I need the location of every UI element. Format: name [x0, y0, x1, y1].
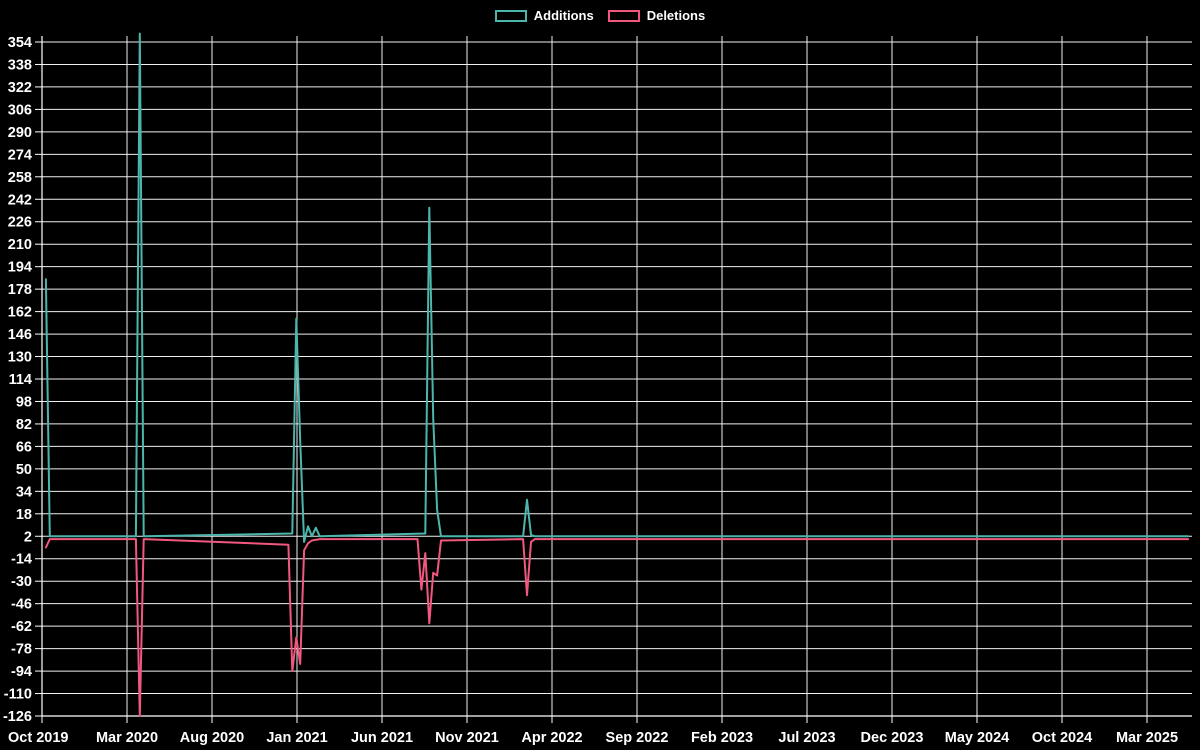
y-tick-label: -126	[3, 709, 32, 725]
x-tick-label: Jun 2021	[351, 730, 413, 746]
x-tick-label: Aug 2020	[180, 730, 244, 746]
deletions-swatch-icon	[607, 10, 640, 22]
y-tick-label: 194	[8, 260, 32, 276]
series-line-additions	[44, 32, 1190, 543]
y-tick-label: 242	[8, 192, 32, 208]
y-tick-label: 162	[8, 305, 32, 321]
y-tick-label: 354	[8, 35, 32, 51]
y-tick-label: 226	[8, 215, 32, 231]
y-tick-label: 66	[16, 439, 32, 455]
x-tick-label: Oct 2019	[8, 730, 68, 746]
x-tick-label: Jan 2021	[266, 730, 327, 746]
chart-legend: Additions Deletions	[0, 8, 1200, 24]
y-tick-label: -14	[11, 552, 32, 568]
x-tick-label: Oct 2024	[1032, 730, 1092, 746]
y-tick-label: -78	[11, 642, 32, 658]
y-tick-label: 98	[16, 394, 32, 410]
x-tick-label: Mar 2025	[1116, 730, 1178, 746]
y-tick-label: 274	[8, 147, 32, 163]
y-tick-label: 82	[16, 417, 32, 433]
x-tick-label: Sep 2022	[606, 730, 669, 746]
y-tick-label: 290	[8, 125, 32, 141]
legend-item-deletions[interactable]: Deletions	[607, 8, 706, 24]
y-tick-label: -46	[11, 597, 32, 613]
y-tick-label: -30	[11, 574, 32, 590]
y-tick-label: 50	[16, 462, 32, 478]
additions-swatch-icon	[494, 10, 527, 22]
x-tick-label: Jul 2023	[778, 730, 835, 746]
y-tick-label: 322	[8, 80, 32, 96]
x-tick-label: Dec 2023	[861, 730, 924, 746]
legend-item-additions[interactable]: Additions	[494, 8, 594, 24]
y-tick-label: 210	[8, 237, 32, 253]
y-tick-label: 258	[8, 170, 32, 186]
y-tick-label: -62	[11, 619, 32, 635]
y-tick-label: 338	[8, 57, 32, 73]
y-tick-label: 18	[16, 507, 32, 523]
y-tick-label: 130	[8, 350, 32, 366]
series-line-deletions	[44, 538, 1190, 717]
x-tick-label: Mar 2020	[96, 730, 158, 746]
y-tick-label: -94	[11, 664, 32, 680]
y-tick-label: 2	[24, 529, 32, 545]
legend-label-additions: Additions	[533, 8, 594, 23]
x-tick-label: Apr 2022	[521, 730, 582, 746]
x-tick-label: May 2024	[945, 730, 1010, 746]
y-tick-label: 34	[16, 484, 32, 500]
x-tick-label: Nov 2021	[435, 730, 499, 746]
y-tick-label: 114	[9, 372, 32, 388]
y-tick-label: -110	[4, 687, 32, 703]
y-tick-label: 146	[8, 327, 32, 343]
x-tick-label: Feb 2023	[691, 730, 753, 746]
y-tick-label: 178	[8, 282, 32, 298]
legend-label-deletions: Deletions	[646, 8, 706, 23]
y-tick-label: 306	[8, 102, 32, 118]
